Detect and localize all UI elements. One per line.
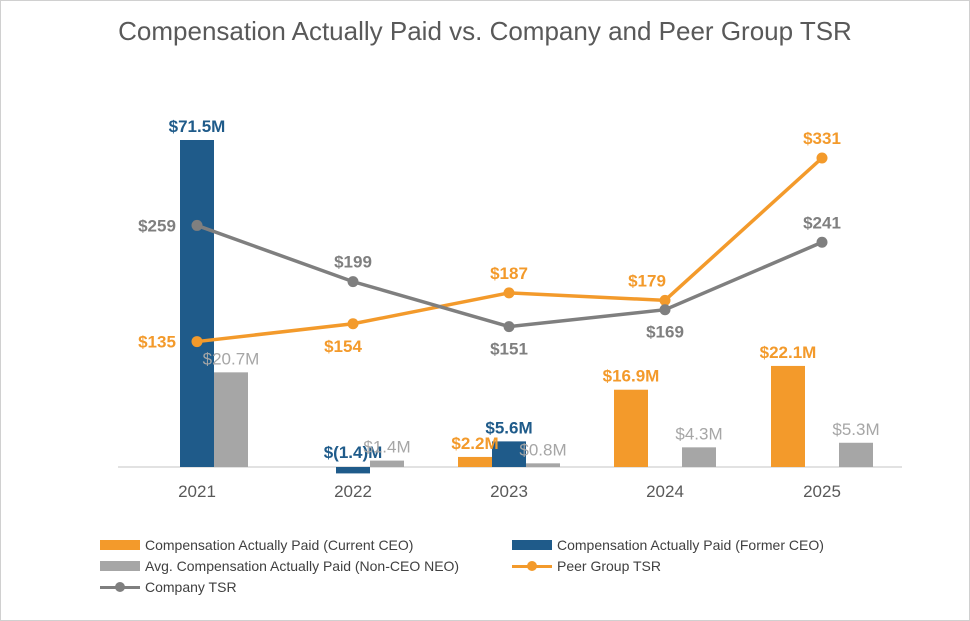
legend-swatch-current-ceo xyxy=(100,540,140,550)
bar-avg-compensation-actually-paid-non-ceo-neo-2024 xyxy=(682,447,716,467)
bar-label-avg-compensation-actually-paid-non-ceo-neo-2023: $0.8M xyxy=(519,440,566,459)
bar-label-compensation-actually-paid-current-ceo-2025: $22.1M xyxy=(760,343,817,362)
legend-item-former-ceo[interactable]: Compensation Actually Paid (Former CEO) xyxy=(512,537,824,553)
bar-label-avg-compensation-actually-paid-non-ceo-neo-2022: $1.4M xyxy=(363,438,410,457)
bar-label-compensation-actually-paid-current-ceo-2023: $2.2M xyxy=(451,434,498,453)
bar-avg-compensation-actually-paid-non-ceo-neo-2021 xyxy=(214,372,248,467)
bar-compensation-actually-paid-current-ceo-2023 xyxy=(458,456,492,467)
point-company-tsr-2022 xyxy=(347,276,359,288)
bar-label-avg-compensation-actually-paid-non-ceo-neo-2021: $20.7M xyxy=(203,349,260,368)
x-tick-label-2021: 2021 xyxy=(178,482,216,501)
x-tick-label-2025: 2025 xyxy=(803,482,841,501)
legend-label-company-tsr: Company TSR xyxy=(145,579,237,595)
bar-label-compensation-actually-paid-former-ceo-2022: $(1.4)M xyxy=(324,443,383,462)
line-peer-group-tsr xyxy=(196,156,824,344)
x-tick-label-2024: 2024 xyxy=(646,482,684,501)
point-company-tsr-2021 xyxy=(191,219,203,231)
legend-item-current-ceo[interactable]: Compensation Actually Paid (Current CEO) xyxy=(100,537,413,553)
line-label-peer-group-tsr-2024: $179 xyxy=(628,271,666,290)
line-label-company-tsr-2025: $241 xyxy=(803,213,841,232)
point-peer-group-tsr-2023 xyxy=(503,287,515,299)
bars-layer xyxy=(180,140,873,474)
point-peer-group-tsr-2022 xyxy=(347,318,359,330)
bar-label-compensation-actually-paid-current-ceo-2024: $16.9M xyxy=(603,367,660,386)
bar-compensation-actually-paid-former-ceo-2021 xyxy=(180,140,214,467)
line-label-peer-group-tsr-2021: $135 xyxy=(138,333,176,352)
bar-label-compensation-actually-paid-former-ceo-2023: $5.6M xyxy=(485,418,532,437)
line-label-company-tsr-2021: $259 xyxy=(138,216,176,235)
line-label-company-tsr-2023: $151 xyxy=(490,340,528,359)
legend-swatch-former-ceo xyxy=(512,540,552,550)
point-company-tsr-2023 xyxy=(503,321,515,333)
x-tick-label-2022: 2022 xyxy=(334,482,372,501)
legend-swatch-peer-tsr xyxy=(512,561,552,571)
chart-title: Compensation Actually Paid vs. Company a… xyxy=(118,16,852,46)
x-tick-label-2023: 2023 xyxy=(490,482,528,501)
lines-layer xyxy=(191,152,828,348)
legend-label-peer-tsr: Peer Group TSR xyxy=(557,558,662,574)
bar-compensation-actually-paid-current-ceo-2025 xyxy=(771,365,805,467)
x-tick-layer: 2021 2022 2023 2024 2025 xyxy=(178,482,841,501)
bar-label-avg-compensation-actually-paid-non-ceo-neo-2025: $5.3M xyxy=(832,420,879,439)
line-label-peer-group-tsr-2025: $331 xyxy=(803,129,841,148)
point-peer-group-tsr-2024 xyxy=(659,294,671,306)
legend-label-non-ceo-neo: Avg. Compensation Actually Paid (Non-CEO… xyxy=(145,558,460,574)
bar-label-avg-compensation-actually-paid-non-ceo-neo-2024: $4.3M xyxy=(675,424,722,443)
line-label-company-tsr-2022: $199 xyxy=(334,253,372,272)
point-peer-group-tsr-2025 xyxy=(816,152,828,164)
line-label-peer-group-tsr-2022: $154 xyxy=(324,337,362,356)
legend-item-peer-tsr[interactable]: Peer Group TSR xyxy=(512,558,661,574)
line-label-company-tsr-2024: $169 xyxy=(646,323,684,342)
bar-avg-compensation-actually-paid-non-ceo-neo-2023 xyxy=(526,463,560,467)
labels-layer: $71.5M $20.7M $(1.4)M$1.4M $2.2M$5.6M $0.8M $… xyxy=(138,117,880,462)
bar-compensation-actually-paid-current-ceo-2024 xyxy=(614,389,648,467)
point-peer-group-tsr-2021 xyxy=(191,336,203,348)
legend-swatch-company-tsr xyxy=(100,582,140,592)
bar-compensation-actually-paid-former-ceo-2023 xyxy=(492,441,526,467)
bar-compensation-actually-paid-former-ceo-2022 xyxy=(336,467,370,474)
bar-label-compensation-actually-paid-former-ceo-2021: $71.5M xyxy=(169,117,226,136)
legend-label-former-ceo: Compensation Actually Paid (Former CEO) xyxy=(557,537,824,553)
legend-item-company-tsr[interactable]: Company TSR xyxy=(100,579,237,595)
line-label-peer-group-tsr-2023: $187 xyxy=(490,264,528,283)
legend-item-non-ceo-neo[interactable]: Avg. Compensation Actually Paid (Non-CEO… xyxy=(100,558,459,574)
point-company-tsr-2024 xyxy=(659,304,671,316)
legend-swatch-non-ceo-neo xyxy=(100,561,140,571)
point-company-tsr-2025 xyxy=(816,236,828,248)
legend-label-current-ceo: Compensation Actually Paid (Current CEO) xyxy=(145,537,414,553)
bar-avg-compensation-actually-paid-non-ceo-neo-2022 xyxy=(370,460,404,467)
bar-avg-compensation-actually-paid-non-ceo-neo-2025 xyxy=(839,442,873,467)
